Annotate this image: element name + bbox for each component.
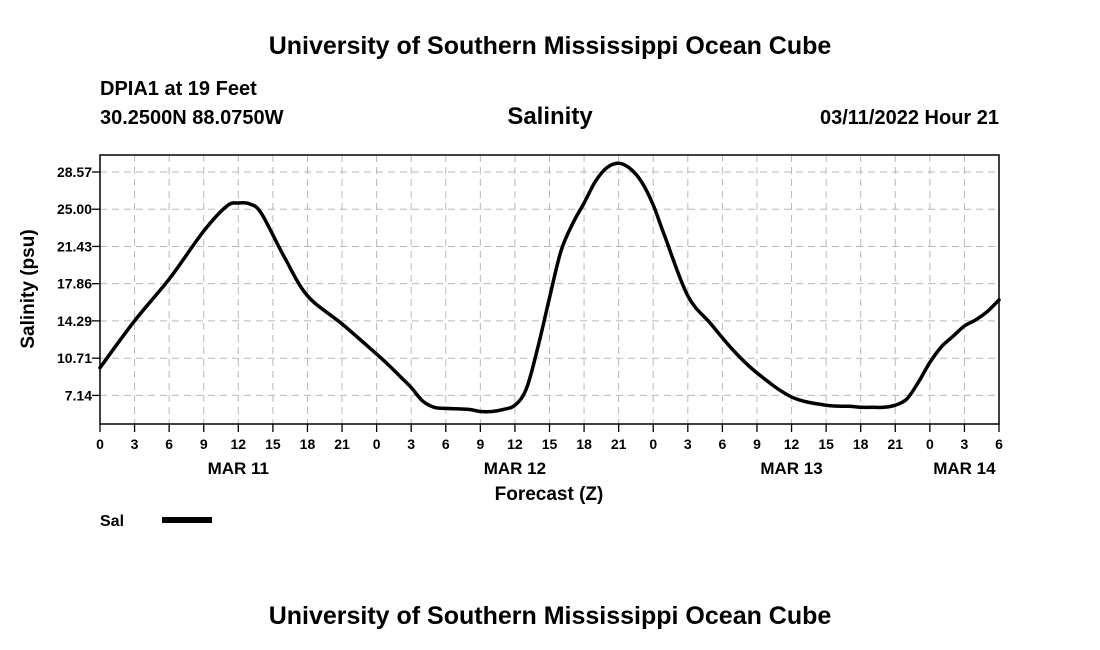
x-tick-label: 18 [300, 436, 316, 452]
top-title: University of Southern Mississippi Ocean… [269, 32, 832, 60]
day-labels: MAR 11 MAR 12 MAR 13 MAR 14 [208, 459, 997, 478]
x-tick-label: 6 [165, 436, 173, 452]
x-tick-label: 18 [853, 436, 869, 452]
series-line-salinity [98, 161, 1001, 414]
x-tick-label: 9 [200, 436, 208, 452]
x-tick-label: 6 [995, 436, 1003, 452]
date-label: 03/11/2022 Hour 21 [820, 107, 999, 129]
legend-label: Sal [100, 513, 124, 530]
chart-title: Salinity [507, 103, 593, 130]
x-tick-label: 18 [576, 436, 592, 452]
x-tick-label: 0 [926, 436, 934, 452]
x-tick-label: 15 [542, 436, 558, 452]
y-tick-label: 10.71 [57, 350, 92, 366]
x-tick-label: 21 [887, 436, 903, 452]
coords-label: 30.2500N 88.0750W [100, 107, 284, 129]
x-tick-label: 15 [265, 436, 281, 452]
x-tick-label: 9 [753, 436, 761, 452]
y-tick-label: 25.00 [57, 201, 92, 217]
x-axis: 0 3 6 9 12 15 18 21 0 3 6 9 12 15 18 21 0 3 6 9 12 15 18 21 0 3 6 [96, 424, 1003, 452]
station-label: DPIA1 at 19 Feet [100, 78, 257, 100]
x-tick-label: 15 [818, 436, 834, 452]
x-tick-label: 12 [231, 436, 247, 452]
x-tick-label: 0 [649, 436, 657, 452]
day-label: MAR 11 [208, 459, 269, 478]
day-label: MAR 13 [760, 459, 822, 478]
series-layer [98, 161, 1001, 414]
x-tick-label: 21 [334, 436, 350, 452]
y-tick-label: 21.43 [57, 238, 92, 254]
bottom-title: University of Southern Mississippi Ocean… [269, 602, 832, 630]
x-tick-label: 3 [407, 436, 415, 452]
x-tick-label: 3 [961, 436, 969, 452]
y-axis-label: Salinity (psu) [18, 229, 39, 348]
day-label: MAR 14 [933, 459, 996, 478]
y-tick-label: 14.29 [57, 313, 92, 329]
y-tick-label: 7.14 [65, 387, 92, 403]
x-tick-label: 21 [611, 436, 627, 452]
x-tick-label: 12 [784, 436, 800, 452]
x-tick-label: 9 [476, 436, 484, 452]
x-tick-label: 0 [96, 436, 104, 452]
grid [100, 155, 999, 424]
x-tick-label: 6 [442, 436, 450, 452]
y-tick-label: 28.57 [57, 164, 92, 180]
x-tick-label: 3 [131, 436, 139, 452]
day-label: MAR 12 [484, 459, 546, 478]
x-tick-label: 12 [507, 436, 523, 452]
y-axis: 7.14 10.71 14.29 17.86 21.43 25.00 28.57 [57, 164, 100, 403]
x-tick-label: 3 [684, 436, 692, 452]
y-tick-label: 17.86 [57, 276, 92, 292]
x-tick-label: 6 [718, 436, 726, 452]
x-axis-label: Forecast (Z) [495, 484, 604, 505]
x-tick-label: 0 [373, 436, 381, 452]
